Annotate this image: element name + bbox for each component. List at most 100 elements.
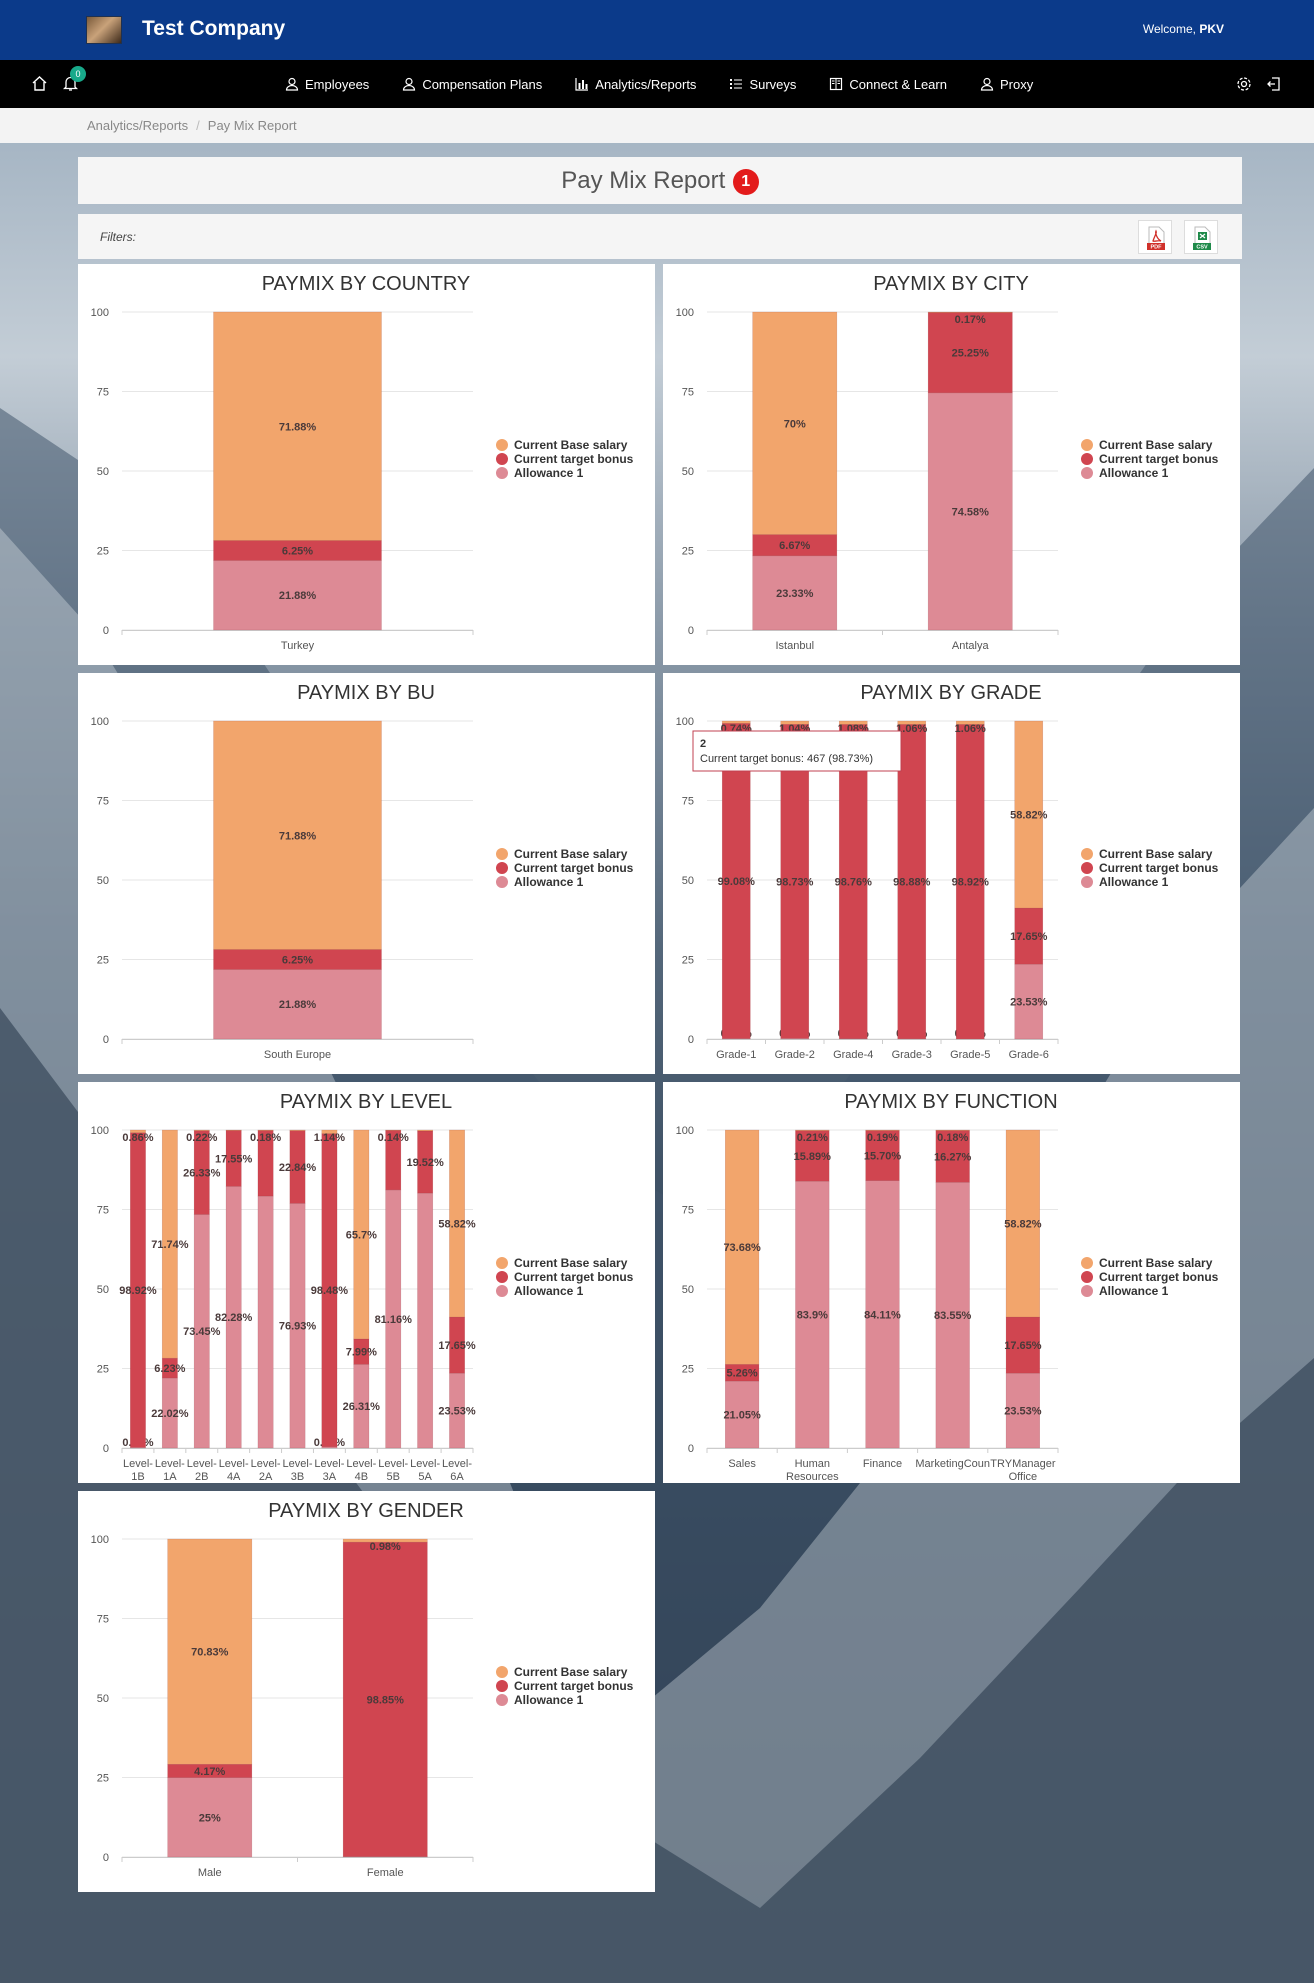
legend-marker[interactable] bbox=[1081, 467, 1093, 479]
bar-segment-base-salary[interactable] bbox=[225, 1129, 242, 1131]
x-tick-label: Female bbox=[367, 1867, 404, 1879]
bar-segment-base-salary[interactable] bbox=[417, 1129, 434, 1132]
bar-segment-base-salary[interactable] bbox=[257, 1129, 274, 1131]
user-name[interactable]: PKV bbox=[1199, 22, 1224, 36]
chart-svg: PAYMIX BY GENDER 0 25 50 75 100 25% 4.17% 70.83%… bbox=[91, 1500, 634, 1879]
x-tick-label: Level-3B bbox=[283, 1458, 313, 1483]
legend-marker[interactable] bbox=[1081, 1257, 1093, 1269]
chart-title: PAYMIX BY LEVEL bbox=[280, 1091, 452, 1113]
company-logo[interactable] bbox=[86, 16, 122, 44]
y-tick-label: 100 bbox=[91, 1125, 109, 1137]
company-name[interactable]: Test Company bbox=[142, 17, 286, 40]
x-tick-label-part: Male bbox=[198, 1867, 222, 1879]
legend-marker[interactable] bbox=[1081, 876, 1093, 888]
welcome-prefix: Welcome, bbox=[1142, 22, 1200, 36]
legend-marker[interactable] bbox=[496, 439, 508, 451]
paymix-by-city-chart: PAYMIX BY CITY 0 25 50 75 100 23.33% 6.67% 70% Is… bbox=[663, 264, 1240, 665]
legend-marker[interactable] bbox=[1081, 1271, 1093, 1283]
chart-svg: PAYMIX BY GRADE02550751000.18%99.08%0.74… bbox=[676, 682, 1219, 1061]
data-label: 83.55% bbox=[934, 1310, 972, 1322]
home-icon[interactable] bbox=[31, 75, 48, 97]
nav-employees[interactable]: Employees bbox=[285, 77, 369, 92]
legend-marker[interactable] bbox=[496, 862, 508, 874]
legend-marker[interactable] bbox=[496, 467, 508, 479]
legend-marker[interactable] bbox=[496, 1285, 508, 1297]
legend-marker[interactable] bbox=[1081, 1285, 1093, 1297]
filters-label[interactable]: Filters: bbox=[100, 230, 136, 244]
y-tick-label: 50 bbox=[97, 1284, 109, 1296]
x-tick-label: Grade-1 bbox=[716, 1049, 756, 1061]
main-nav: 0 Employees Compensation Plans Analytics… bbox=[0, 60, 1314, 108]
legend-item-base-salary[interactable]: Current Base salary bbox=[514, 847, 628, 861]
x-tick-label: Level-5A bbox=[410, 1458, 440, 1483]
breadcrumb-parent[interactable]: Analytics/Reports bbox=[87, 118, 189, 133]
x-tick-label-part: 4A bbox=[227, 1471, 241, 1483]
legend-item-allowance[interactable]: Allowance 1 bbox=[1099, 1284, 1169, 1298]
legend-marker[interactable] bbox=[1081, 439, 1093, 451]
legend-item-allowance[interactable]: Allowance 1 bbox=[514, 1693, 584, 1707]
filters-bar: Filters: PDF CSV bbox=[78, 214, 1242, 259]
legend-item-allowance[interactable]: Allowance 1 bbox=[1099, 875, 1169, 889]
legend-item-target-bonus[interactable]: Current target bonus bbox=[514, 1679, 634, 1693]
nav-proxy[interactable]: Proxy bbox=[980, 77, 1033, 92]
nav-analytics-reports[interactable]: Analytics/Reports bbox=[575, 77, 696, 92]
legend-marker[interactable] bbox=[496, 876, 508, 888]
legend-item-allowance[interactable]: Allowance 1 bbox=[514, 875, 584, 889]
export-csv-button[interactable]: CSV bbox=[1184, 220, 1218, 254]
x-tick-label-part: Female bbox=[367, 1867, 404, 1879]
legend-item-base-salary[interactable]: Current Base salary bbox=[1099, 847, 1213, 861]
legend-item-base-salary[interactable]: Current Base salary bbox=[1099, 438, 1213, 452]
x-tick-label: Grade-4 bbox=[833, 1049, 873, 1061]
legend-item-base-salary[interactable]: Current Base salary bbox=[514, 438, 628, 452]
legend-item-target-bonus[interactable]: Current target bonus bbox=[1099, 1270, 1219, 1284]
bar-segment-base-salary[interactable] bbox=[865, 1129, 900, 1131]
legend-marker[interactable] bbox=[496, 1694, 508, 1706]
legend-marker[interactable] bbox=[1081, 848, 1093, 860]
legend-marker[interactable] bbox=[1081, 862, 1093, 874]
bar-segment-base-salary[interactable] bbox=[927, 311, 1013, 313]
y-tick-label: 25 bbox=[97, 1364, 109, 1376]
y-tick-label: 50 bbox=[682, 1284, 694, 1296]
legend-item-allowance[interactable]: Allowance 1 bbox=[514, 1284, 584, 1298]
legend-item-allowance[interactable]: Allowance 1 bbox=[514, 466, 584, 480]
legend-item-base-salary[interactable]: Current Base salary bbox=[514, 1256, 628, 1270]
bar-segment-allowance[interactable] bbox=[257, 1195, 274, 1449]
bar-segment-base-salary[interactable] bbox=[289, 1129, 306, 1131]
breadcrumb-current: Pay Mix Report bbox=[207, 118, 297, 133]
legend-item-target-bonus[interactable]: Current target bonus bbox=[1099, 861, 1219, 875]
legend-item-allowance[interactable]: Allowance 1 bbox=[1099, 466, 1169, 480]
legend-item-target-bonus[interactable]: Current target bonus bbox=[514, 1270, 634, 1284]
gear-icon[interactable] bbox=[1236, 76, 1252, 97]
bar-segment-allowance[interactable] bbox=[417, 1192, 434, 1449]
nav-connect-learn[interactable]: Connect & Learn bbox=[829, 77, 947, 92]
y-tick-label: 0 bbox=[103, 1852, 109, 1864]
legend-marker[interactable] bbox=[496, 1666, 508, 1678]
legend-marker[interactable] bbox=[496, 848, 508, 860]
legend-item-base-salary[interactable]: Current Base salary bbox=[514, 1665, 628, 1679]
export-pdf-button[interactable]: PDF bbox=[1138, 220, 1172, 254]
book-icon bbox=[830, 77, 843, 91]
legend-item-target-bonus[interactable]: Current target bonus bbox=[514, 452, 634, 466]
legend-item-base-salary[interactable]: Current Base salary bbox=[1099, 1256, 1213, 1270]
y-tick-label: 0 bbox=[103, 1443, 109, 1455]
bar-segment-base-salary[interactable] bbox=[795, 1129, 830, 1131]
legend-marker[interactable] bbox=[496, 1271, 508, 1283]
nav-surveys[interactable]: Surveys bbox=[729, 77, 796, 92]
legend-item-target-bonus[interactable]: Current target bonus bbox=[514, 861, 634, 875]
info-badge[interactable]: 1 bbox=[732, 168, 759, 195]
legend-marker[interactable] bbox=[496, 1257, 508, 1269]
logout-icon[interactable] bbox=[1266, 76, 1282, 97]
bar-segment-target-bonus[interactable] bbox=[927, 312, 1013, 394]
data-label: 4.17% bbox=[194, 1766, 225, 1778]
bar-segment-base-salary[interactable] bbox=[935, 1129, 970, 1131]
legend-marker[interactable] bbox=[496, 1680, 508, 1692]
nav-compensation-plans[interactable]: Compensation Plans bbox=[402, 77, 542, 92]
legend-marker[interactable] bbox=[496, 453, 508, 465]
y-tick-label: 100 bbox=[91, 307, 109, 319]
legend-item-target-bonus[interactable]: Current target bonus bbox=[1099, 452, 1219, 466]
x-tick-label: Finance bbox=[863, 1458, 902, 1470]
legend-marker[interactable] bbox=[1081, 453, 1093, 465]
y-tick-label: 100 bbox=[91, 1534, 109, 1546]
x-tick-label-part: Level- bbox=[314, 1458, 344, 1470]
bar-segment-base-salary[interactable] bbox=[193, 1129, 210, 1131]
